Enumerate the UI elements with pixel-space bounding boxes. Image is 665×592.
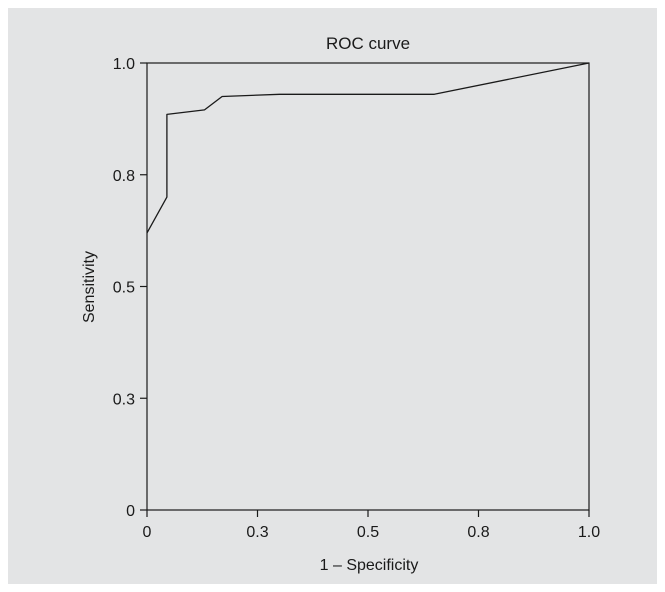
series-layer (146, 62, 590, 234)
x-axis-title: 1 – Specificity (320, 557, 419, 574)
x-tick-label: 1.0 (578, 524, 600, 541)
x-tick-label: 0.3 (246, 524, 268, 541)
plot-border (146, 62, 590, 511)
y-tick-label: 0.3 (113, 391, 135, 408)
chart-figure: ROC curve 0 0.3 0.5 0.8 1.0 0 0.3 0.5 0.8 1.0 1 … (8, 8, 657, 584)
y-axis-title: Sensitivity (81, 251, 98, 323)
x-tick-label: 0.8 (467, 524, 489, 541)
y-tick-label: 0 (126, 503, 135, 520)
x-tick-label: 0.5 (357, 524, 379, 541)
y-tick-label: 1.0 (113, 56, 135, 73)
x-axis: 0 0.3 0.5 0.8 1.0 (143, 510, 600, 541)
chart-title: ROC curve (326, 34, 410, 53)
y-tick-label: 0.8 (113, 168, 135, 185)
plot-frame (146, 62, 590, 511)
x-tick-label: 0 (143, 524, 152, 541)
roc-chart: ROC curve 0 0.3 0.5 0.8 1.0 0 0.3 0.5 0.8 1.0 1 … (81, 34, 600, 574)
y-axis: 0 0.3 0.5 0.8 1.0 (113, 56, 147, 520)
roc-curve-line (146, 62, 590, 234)
y-tick-label: 0.5 (113, 280, 135, 297)
